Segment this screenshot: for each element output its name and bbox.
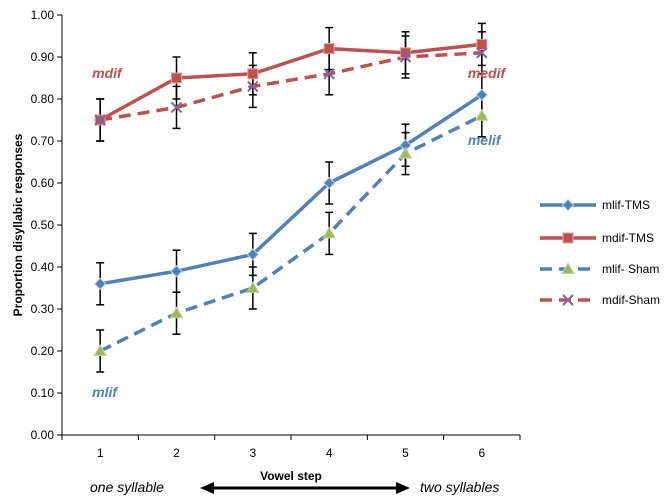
direction-arrow-right-head xyxy=(396,482,410,494)
x-tick-label: 4 xyxy=(326,446,333,460)
direction-arrow-left-head xyxy=(200,482,214,494)
y-tick-label: 0.60 xyxy=(31,176,55,190)
series-lines xyxy=(99,42,483,353)
series-markers xyxy=(93,38,489,356)
legend-label: mdif-Sham xyxy=(602,293,660,307)
x-tick-label: 2 xyxy=(173,446,180,460)
annotation-label: mdif xyxy=(92,65,123,81)
data-point xyxy=(169,306,184,319)
legend-marker xyxy=(562,232,574,244)
y-tick-label: 0.50 xyxy=(31,218,55,232)
y-tick-label: 0.00 xyxy=(31,428,55,442)
y-tick-label: 0.80 xyxy=(31,92,55,106)
data-point xyxy=(476,47,488,59)
y-tick-label: 0.70 xyxy=(31,134,55,148)
axes: 0.00 0.10 0.20 0.30 0.40 0.50 0.60 0.70 0.80 0.90… xyxy=(11,8,521,483)
data-point xyxy=(399,51,412,63)
data-point xyxy=(171,72,182,84)
y-tick-label: 0.20 xyxy=(31,344,55,358)
x-marker-stroke xyxy=(247,80,259,93)
legend-label: mlif-TMS xyxy=(602,198,650,212)
legend-label: mlif- Sham xyxy=(602,262,659,276)
data-point xyxy=(322,176,336,190)
bottom-annotation-right: two syllables xyxy=(420,479,499,495)
data-point xyxy=(475,88,489,102)
legend-label: mdif-TMS xyxy=(602,231,654,245)
bottom-annotation-left: one syllable xyxy=(90,479,164,495)
annotation-label: medif xyxy=(468,65,507,81)
y-tick-label: 0.30 xyxy=(31,302,55,316)
series-line-3 xyxy=(99,51,482,122)
annotation-label: mlif xyxy=(92,384,118,400)
data-point xyxy=(94,114,106,126)
series-line-0 xyxy=(99,93,483,286)
x-tick-label: 3 xyxy=(249,446,256,460)
x-marker-stroke xyxy=(323,68,335,80)
data-point xyxy=(246,248,260,261)
x-marker-stroke xyxy=(170,101,183,114)
data-point xyxy=(93,343,108,356)
x-tick-label: 5 xyxy=(402,446,409,460)
y-tick-label: 0.90 xyxy=(31,50,55,64)
data-point xyxy=(322,226,337,239)
legend-marker xyxy=(561,198,575,212)
data-point xyxy=(170,264,183,278)
series-line-1 xyxy=(99,42,483,122)
y-tick-label: 0.10 xyxy=(31,386,55,400)
y-tick-label: 1.00 xyxy=(31,8,55,22)
y-tick-label: 0.40 xyxy=(31,260,55,274)
annotations: mdif medif melif mlif xyxy=(92,65,506,400)
x-marker-stroke xyxy=(94,114,106,126)
data-point xyxy=(323,68,335,80)
x-axis-title: Vowel step xyxy=(260,469,322,483)
legend-marker xyxy=(562,294,574,306)
data-point xyxy=(323,43,335,55)
legend-marker xyxy=(561,261,575,274)
bottom-annotations: one syllable two syllables xyxy=(90,479,499,495)
x-marker-stroke xyxy=(476,47,488,59)
data-point xyxy=(476,38,488,50)
data-point xyxy=(247,80,259,93)
data-point xyxy=(93,277,107,291)
x-marker-stroke xyxy=(562,294,574,306)
x-tick-label: 1 xyxy=(97,446,104,460)
legend: mlif-TMS mdif-TMS mlif- Sham mdif-Sham xyxy=(540,198,660,307)
annotation-label: melif xyxy=(468,132,502,148)
data-point xyxy=(398,146,413,159)
x-tick-label: 6 xyxy=(478,446,485,460)
y-axis-title: Proportion disyllabic responses xyxy=(11,133,25,316)
series-line-2 xyxy=(99,114,483,353)
error-bars xyxy=(96,22,486,373)
data-point xyxy=(474,108,489,121)
data-point xyxy=(170,101,183,114)
x-marker-stroke xyxy=(399,51,412,63)
data-point xyxy=(245,280,260,293)
data-point xyxy=(247,68,259,80)
